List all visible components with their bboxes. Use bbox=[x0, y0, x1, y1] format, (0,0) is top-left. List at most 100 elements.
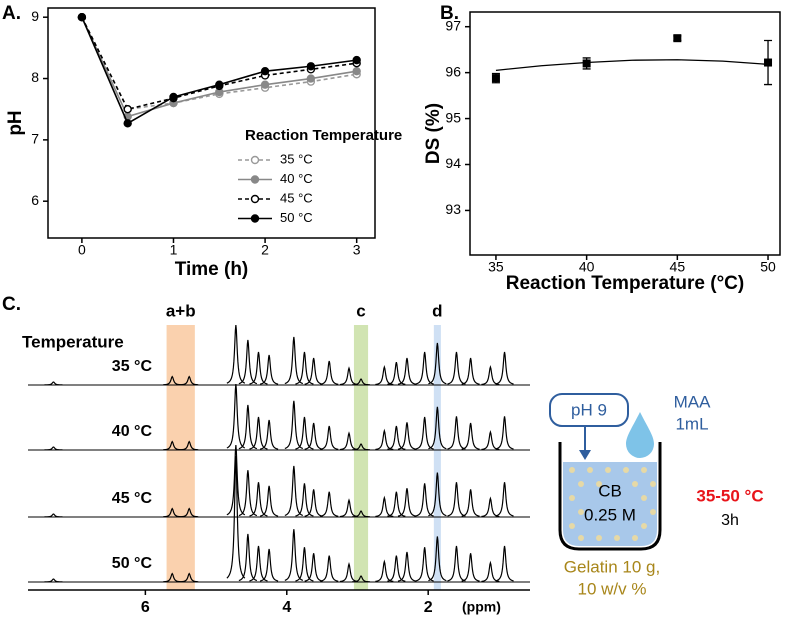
region-label: a+b bbox=[166, 301, 196, 320]
peak bbox=[259, 548, 279, 582]
peak bbox=[320, 360, 339, 385]
peak bbox=[238, 470, 258, 517]
peak bbox=[295, 351, 314, 385]
peak bbox=[447, 416, 466, 450]
marker bbox=[77, 13, 87, 22]
legend-marker bbox=[250, 194, 260, 204]
peak bbox=[351, 510, 371, 518]
legend-title: Reaction Temperature bbox=[245, 127, 402, 144]
peak bbox=[375, 495, 394, 518]
peak bbox=[44, 381, 63, 386]
y-tick-label: 93 bbox=[445, 201, 461, 217]
x-tick-label: 35 bbox=[488, 259, 504, 275]
peak bbox=[339, 498, 359, 518]
peak bbox=[249, 416, 268, 450]
peak bbox=[375, 364, 394, 386]
marker bbox=[260, 80, 270, 89]
peak bbox=[226, 455, 246, 579]
legend-label: 40 °C bbox=[280, 171, 313, 186]
legend-title: Temperature bbox=[22, 332, 124, 351]
peak bbox=[461, 489, 480, 517]
peak bbox=[163, 572, 182, 583]
region-label: c bbox=[356, 301, 365, 320]
reaction-diagram: pH 9 MAA 1mL CB 0.25 M 35-50 °C 3h Gelat… bbox=[549, 392, 764, 598]
temperature-label: 35-50 °C bbox=[696, 486, 763, 505]
ph-label: pH 9 bbox=[571, 400, 607, 419]
peak bbox=[351, 443, 371, 451]
peak bbox=[259, 485, 279, 517]
peak bbox=[495, 351, 514, 385]
peak bbox=[259, 354, 279, 385]
beaker bbox=[558, 442, 662, 551]
ph-box bbox=[549, 393, 629, 427]
peak bbox=[387, 362, 406, 385]
peak bbox=[351, 575, 371, 583]
peak bbox=[339, 366, 359, 386]
marker bbox=[306, 74, 316, 83]
fit-curve bbox=[495, 59, 769, 71]
peak bbox=[461, 357, 480, 385]
highlight-region bbox=[166, 325, 195, 590]
peak bbox=[180, 572, 199, 583]
peak bbox=[339, 431, 359, 451]
peak bbox=[259, 419, 279, 450]
highlight-region bbox=[353, 325, 369, 590]
x-tick-label: 40 bbox=[579, 259, 595, 275]
peak bbox=[163, 507, 182, 518]
marker bbox=[260, 66, 270, 76]
peak bbox=[461, 553, 480, 582]
arrow-head bbox=[579, 450, 591, 460]
peak bbox=[249, 482, 268, 517]
x-tick-label: 0 bbox=[78, 242, 86, 258]
peak bbox=[397, 488, 417, 517]
peak bbox=[304, 489, 323, 517]
plot-frame bbox=[47, 7, 376, 239]
peak bbox=[375, 428, 394, 451]
peak bbox=[284, 529, 304, 581]
peak bbox=[481, 364, 500, 386]
legend-marker bbox=[250, 214, 260, 223]
x-tick-label: 3 bbox=[353, 242, 361, 258]
peak bbox=[44, 513, 63, 518]
peak bbox=[295, 547, 314, 582]
peak bbox=[249, 351, 268, 385]
peak bbox=[238, 339, 258, 385]
y-tick-label: 8 bbox=[31, 69, 39, 85]
gelatin-concentration: 10 w/v % bbox=[578, 579, 647, 598]
peak bbox=[375, 559, 394, 582]
marker bbox=[352, 66, 361, 76]
peak bbox=[180, 375, 199, 386]
peak bbox=[226, 444, 246, 516]
peak bbox=[180, 507, 199, 518]
y-tick-label: 95 bbox=[445, 109, 461, 125]
peak bbox=[447, 351, 466, 385]
peak bbox=[481, 560, 500, 583]
y-tick-label: 97 bbox=[445, 17, 461, 33]
peak bbox=[284, 465, 304, 517]
panel-label: A. bbox=[2, 3, 21, 24]
peak bbox=[397, 551, 417, 582]
marker bbox=[673, 34, 682, 43]
x-axis-title: (ppm) bbox=[462, 599, 501, 615]
y-tick-label: 9 bbox=[31, 8, 39, 24]
x-tick-label: 2 bbox=[261, 242, 269, 258]
peak bbox=[226, 324, 246, 384]
marker bbox=[491, 74, 500, 83]
marker bbox=[352, 55, 361, 65]
peak bbox=[339, 561, 359, 583]
peak bbox=[495, 545, 514, 582]
peak bbox=[295, 416, 314, 450]
marker bbox=[169, 92, 178, 102]
legend-marker bbox=[250, 175, 260, 184]
peak bbox=[238, 404, 258, 450]
marker bbox=[215, 80, 224, 89]
solution bbox=[563, 462, 657, 546]
peak bbox=[397, 422, 417, 450]
marker bbox=[306, 62, 316, 71]
legend-label: 50 °C bbox=[280, 210, 313, 225]
peak bbox=[320, 425, 339, 450]
peak bbox=[304, 357, 323, 385]
peak bbox=[180, 440, 199, 451]
trace-label: 40 °C bbox=[112, 423, 153, 440]
peak bbox=[428, 406, 447, 450]
